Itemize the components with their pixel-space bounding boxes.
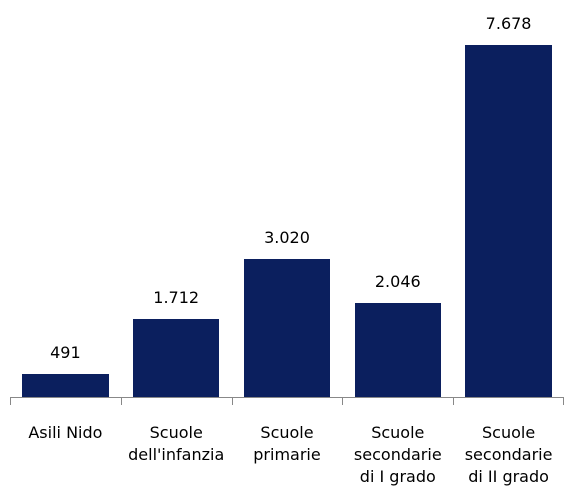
x-tick bbox=[342, 397, 344, 405]
data-label: 7.678 bbox=[485, 14, 532, 33]
bar bbox=[132, 318, 220, 397]
data-label: 491 bbox=[50, 343, 81, 363]
x-tick-label: Scuole dell'infanzia bbox=[128, 423, 225, 464]
x-tick bbox=[10, 397, 11, 405]
x-tick-label: Scuole secondarie di I grado bbox=[353, 423, 442, 486]
x-tick-label: Asili Nido bbox=[28, 423, 103, 442]
x-tick-label: Scuole primarie bbox=[253, 423, 321, 464]
x-tick-label: Scuole secondarie di II grado bbox=[464, 423, 553, 486]
bar bbox=[465, 45, 552, 397]
bar bbox=[354, 303, 441, 397]
x-tick bbox=[231, 397, 233, 405]
x-axis-line bbox=[10, 397, 564, 398]
x-tick bbox=[120, 397, 122, 405]
data-label: 2.046 bbox=[374, 272, 421, 292]
bar bbox=[243, 258, 331, 397]
data-label: 3.020 bbox=[264, 227, 310, 247]
data-label: 1.712 bbox=[153, 287, 200, 307]
bar bbox=[22, 374, 109, 397]
x-tick bbox=[453, 397, 455, 405]
